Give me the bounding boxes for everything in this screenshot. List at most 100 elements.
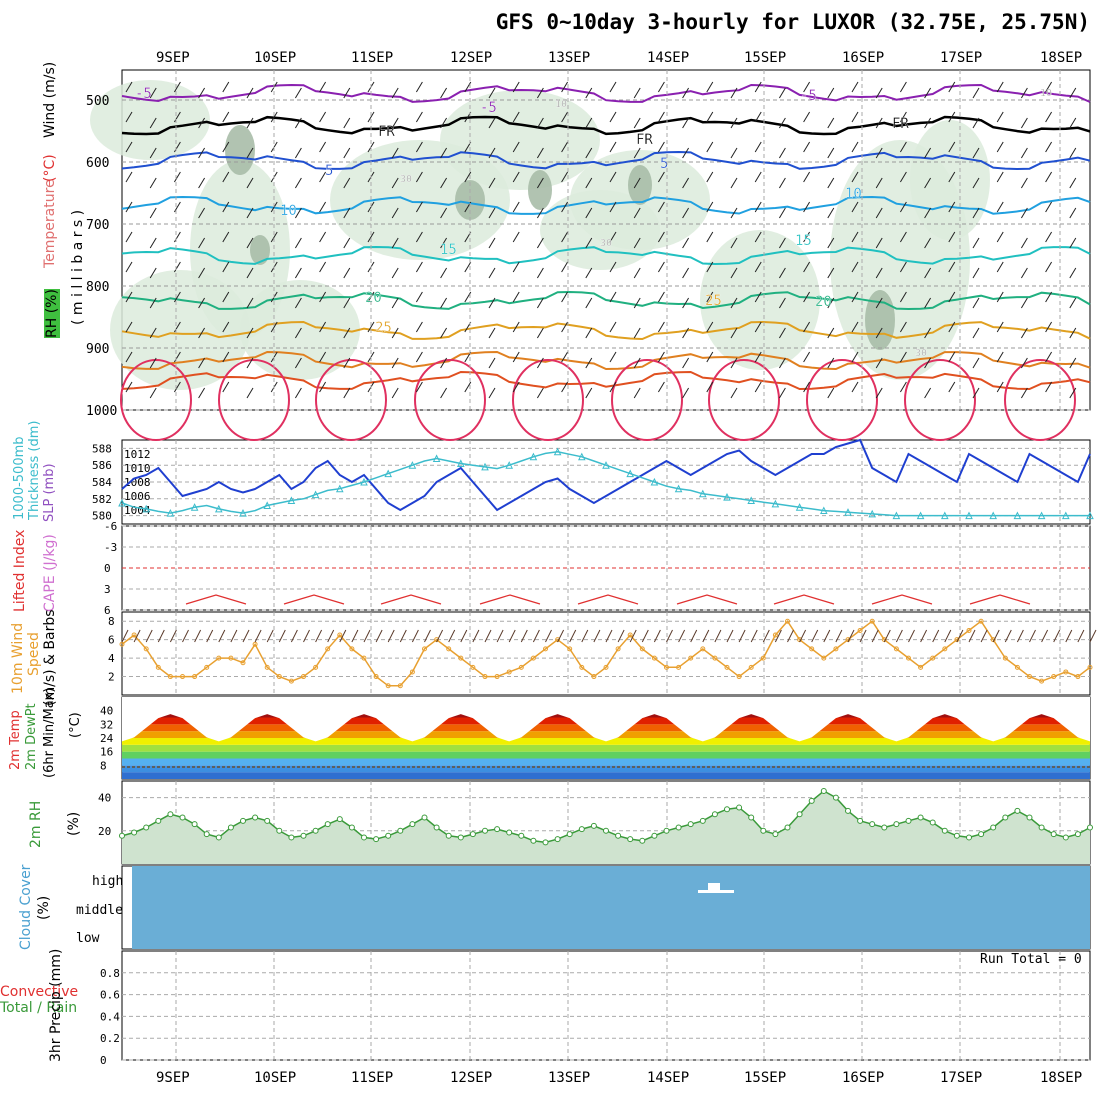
pressure-tick-label: 700 (86, 218, 109, 233)
wind-barb (194, 629, 202, 643)
wind-speed-point (627, 632, 633, 638)
wind-barb (706, 81, 714, 93)
wind-barb (246, 387, 254, 399)
wind-speed-point (276, 674, 282, 680)
wind-barb (149, 147, 157, 159)
wind-barb (972, 267, 980, 279)
wind-barb (557, 629, 565, 643)
wind-barb (996, 291, 1004, 303)
wind-barb (488, 357, 496, 369)
wind-barb (851, 171, 859, 183)
thickness-marker (602, 461, 610, 469)
wind-barb (730, 207, 738, 219)
wind-barb (198, 237, 206, 249)
wind-barb (609, 141, 617, 153)
precip-tick-label: 0.8 (100, 967, 120, 980)
wind-barb (319, 381, 327, 393)
isotherm-loop (904, 359, 976, 441)
temp-tick-label: 16 (100, 746, 113, 759)
wind-barb (1069, 267, 1077, 279)
pressure-tick-label: 500 (86, 94, 109, 109)
wind-barb (803, 201, 811, 213)
slp-tick-label: 1006 (124, 490, 151, 503)
wind-barb (149, 237, 157, 249)
wind-speed-point (966, 627, 972, 633)
wind-barb (440, 147, 448, 159)
wind-barb (678, 629, 686, 643)
wind-barb (899, 171, 907, 183)
wind-barb (1045, 321, 1053, 333)
wind-speed-line (121, 619, 1091, 687)
wind-barb (464, 81, 472, 93)
wind-speed-point (785, 618, 790, 624)
rh-point (1014, 807, 1021, 814)
thickness-marker (166, 508, 175, 517)
wind-barb (488, 147, 496, 159)
wind-barb (319, 111, 327, 123)
wind-barb (367, 231, 375, 243)
wind-barb (633, 207, 641, 219)
wind-barb (198, 387, 206, 399)
wind-barb (460, 629, 468, 643)
wind-barb (121, 629, 129, 643)
wind-barb (1069, 237, 1077, 249)
wind-barb (488, 177, 496, 189)
wind-barb (851, 381, 859, 393)
wind-barb (561, 381, 569, 393)
rh-point (191, 821, 198, 828)
wind-barb (343, 237, 351, 249)
wind-barb (173, 81, 181, 93)
wind-barb (980, 629, 988, 643)
rh-point (312, 827, 319, 834)
rh-point (409, 821, 416, 828)
panel-frame-wind (121, 611, 1091, 696)
day-label-bottom: 16SEP (842, 1070, 884, 1086)
temp-tick-label: 32 (100, 718, 113, 731)
wind-barb (319, 81, 327, 93)
cloud-gap (698, 890, 734, 893)
dewpt2m-label: 2m DewPt (24, 703, 39, 770)
wind-speed-point (446, 646, 452, 652)
wind-barb (924, 117, 932, 129)
wind-barb (875, 117, 883, 129)
wind-barb (851, 321, 859, 333)
wind-barb (182, 629, 189, 643)
lifted-index-line (871, 594, 933, 605)
wind-barb (1045, 201, 1053, 213)
temp-mask (122, 697, 1090, 742)
wind-barb (609, 381, 617, 393)
rh-point (820, 787, 827, 794)
rh-point (1050, 831, 1057, 838)
wind-barb (851, 351, 859, 363)
wind-barb (875, 147, 883, 159)
wind-barb (609, 111, 617, 123)
wind-barb (246, 117, 254, 129)
wind-barb (778, 327, 786, 339)
wind-barb (585, 237, 593, 249)
run-total-label: Run Total = 0 (980, 952, 1082, 967)
wind-barb (488, 387, 496, 399)
lifted-index-line (773, 594, 835, 605)
day-label-bottom: 11SEP (351, 1070, 393, 1086)
wind-barb (222, 231, 230, 243)
wind-speed-point (361, 655, 367, 661)
rh-point (772, 831, 779, 838)
rh-shading-dark (628, 165, 652, 205)
rh-point (1038, 824, 1045, 831)
wind-barb (899, 141, 907, 153)
wind-speed-point (772, 632, 778, 638)
wind-barb (827, 177, 835, 189)
wind-barb (641, 629, 649, 643)
wind-barb (391, 297, 399, 309)
wind-barb (198, 177, 206, 189)
rh-point (482, 827, 488, 834)
wind-tick-label: 4 (108, 652, 115, 665)
wind-barb (883, 629, 891, 643)
rh-point (590, 822, 597, 829)
wind-speed-point (180, 674, 185, 680)
wind-barb (803, 291, 811, 303)
wind-barb (799, 629, 807, 643)
rh-point (699, 817, 706, 824)
wind-barb (415, 111, 423, 123)
rh-point (518, 832, 525, 839)
